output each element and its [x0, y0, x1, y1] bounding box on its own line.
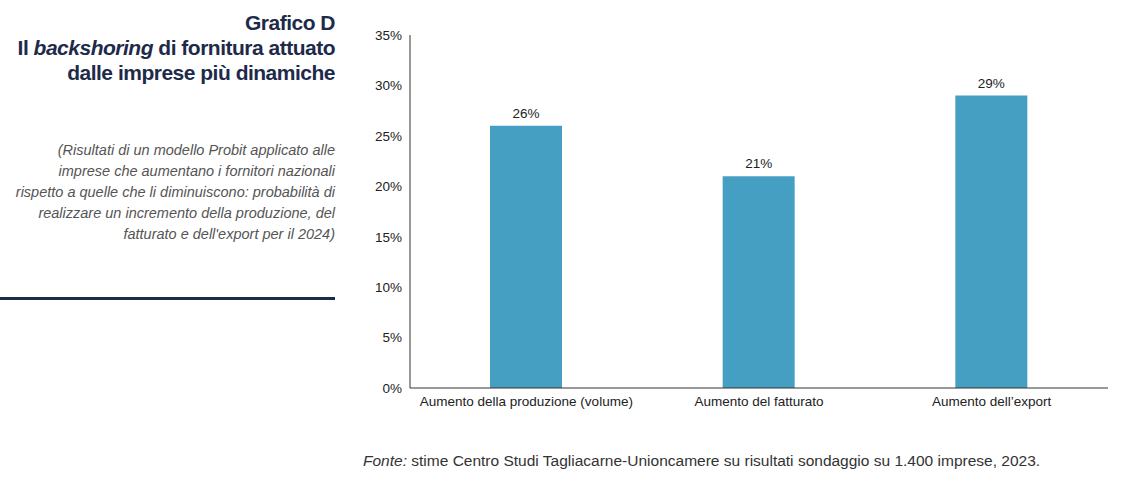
svg-text:25%: 25%: [375, 129, 402, 144]
svg-text:Aumento della produzione (volu: Aumento della produzione (volume): [420, 394, 633, 409]
svg-text:29%: 29%: [978, 76, 1005, 91]
html-text:dalle imprese più dinamiche: dalle imprese più dinamiche: [67, 61, 335, 84]
svg-text:21%: 21%: [745, 156, 772, 171]
html-text:(Risultati di un modello Probi: (Risultati di un modello Probit applicat…: [15, 142, 335, 242]
html-text:Fonte: stime Centro Studi Tagl: Fonte: stime Centro Studi Tagliacarne-Un…: [363, 452, 1041, 469]
svg-text:26%: 26%: [512, 106, 539, 121]
svg-text:10%: 10%: [375, 280, 402, 295]
svg-text:0%: 0%: [382, 381, 402, 396]
svg-text:15%: 15%: [375, 230, 402, 245]
html-text:Grafico D: Grafico D: [245, 11, 335, 34]
svg-text:20%: 20%: [375, 179, 402, 194]
svg-text:Aumento del fatturato: Aumento del fatturato: [694, 394, 823, 409]
html-text:Il backshoring di fornitura at: Il backshoring di fornitura attuato: [17, 36, 335, 59]
svg-text:5%: 5%: [382, 330, 402, 345]
svg-text:35%: 35%: [375, 28, 402, 43]
svg-text:Aumento dell’export: Aumento dell’export: [932, 394, 1052, 409]
svg-text:30%: 30%: [375, 78, 402, 93]
